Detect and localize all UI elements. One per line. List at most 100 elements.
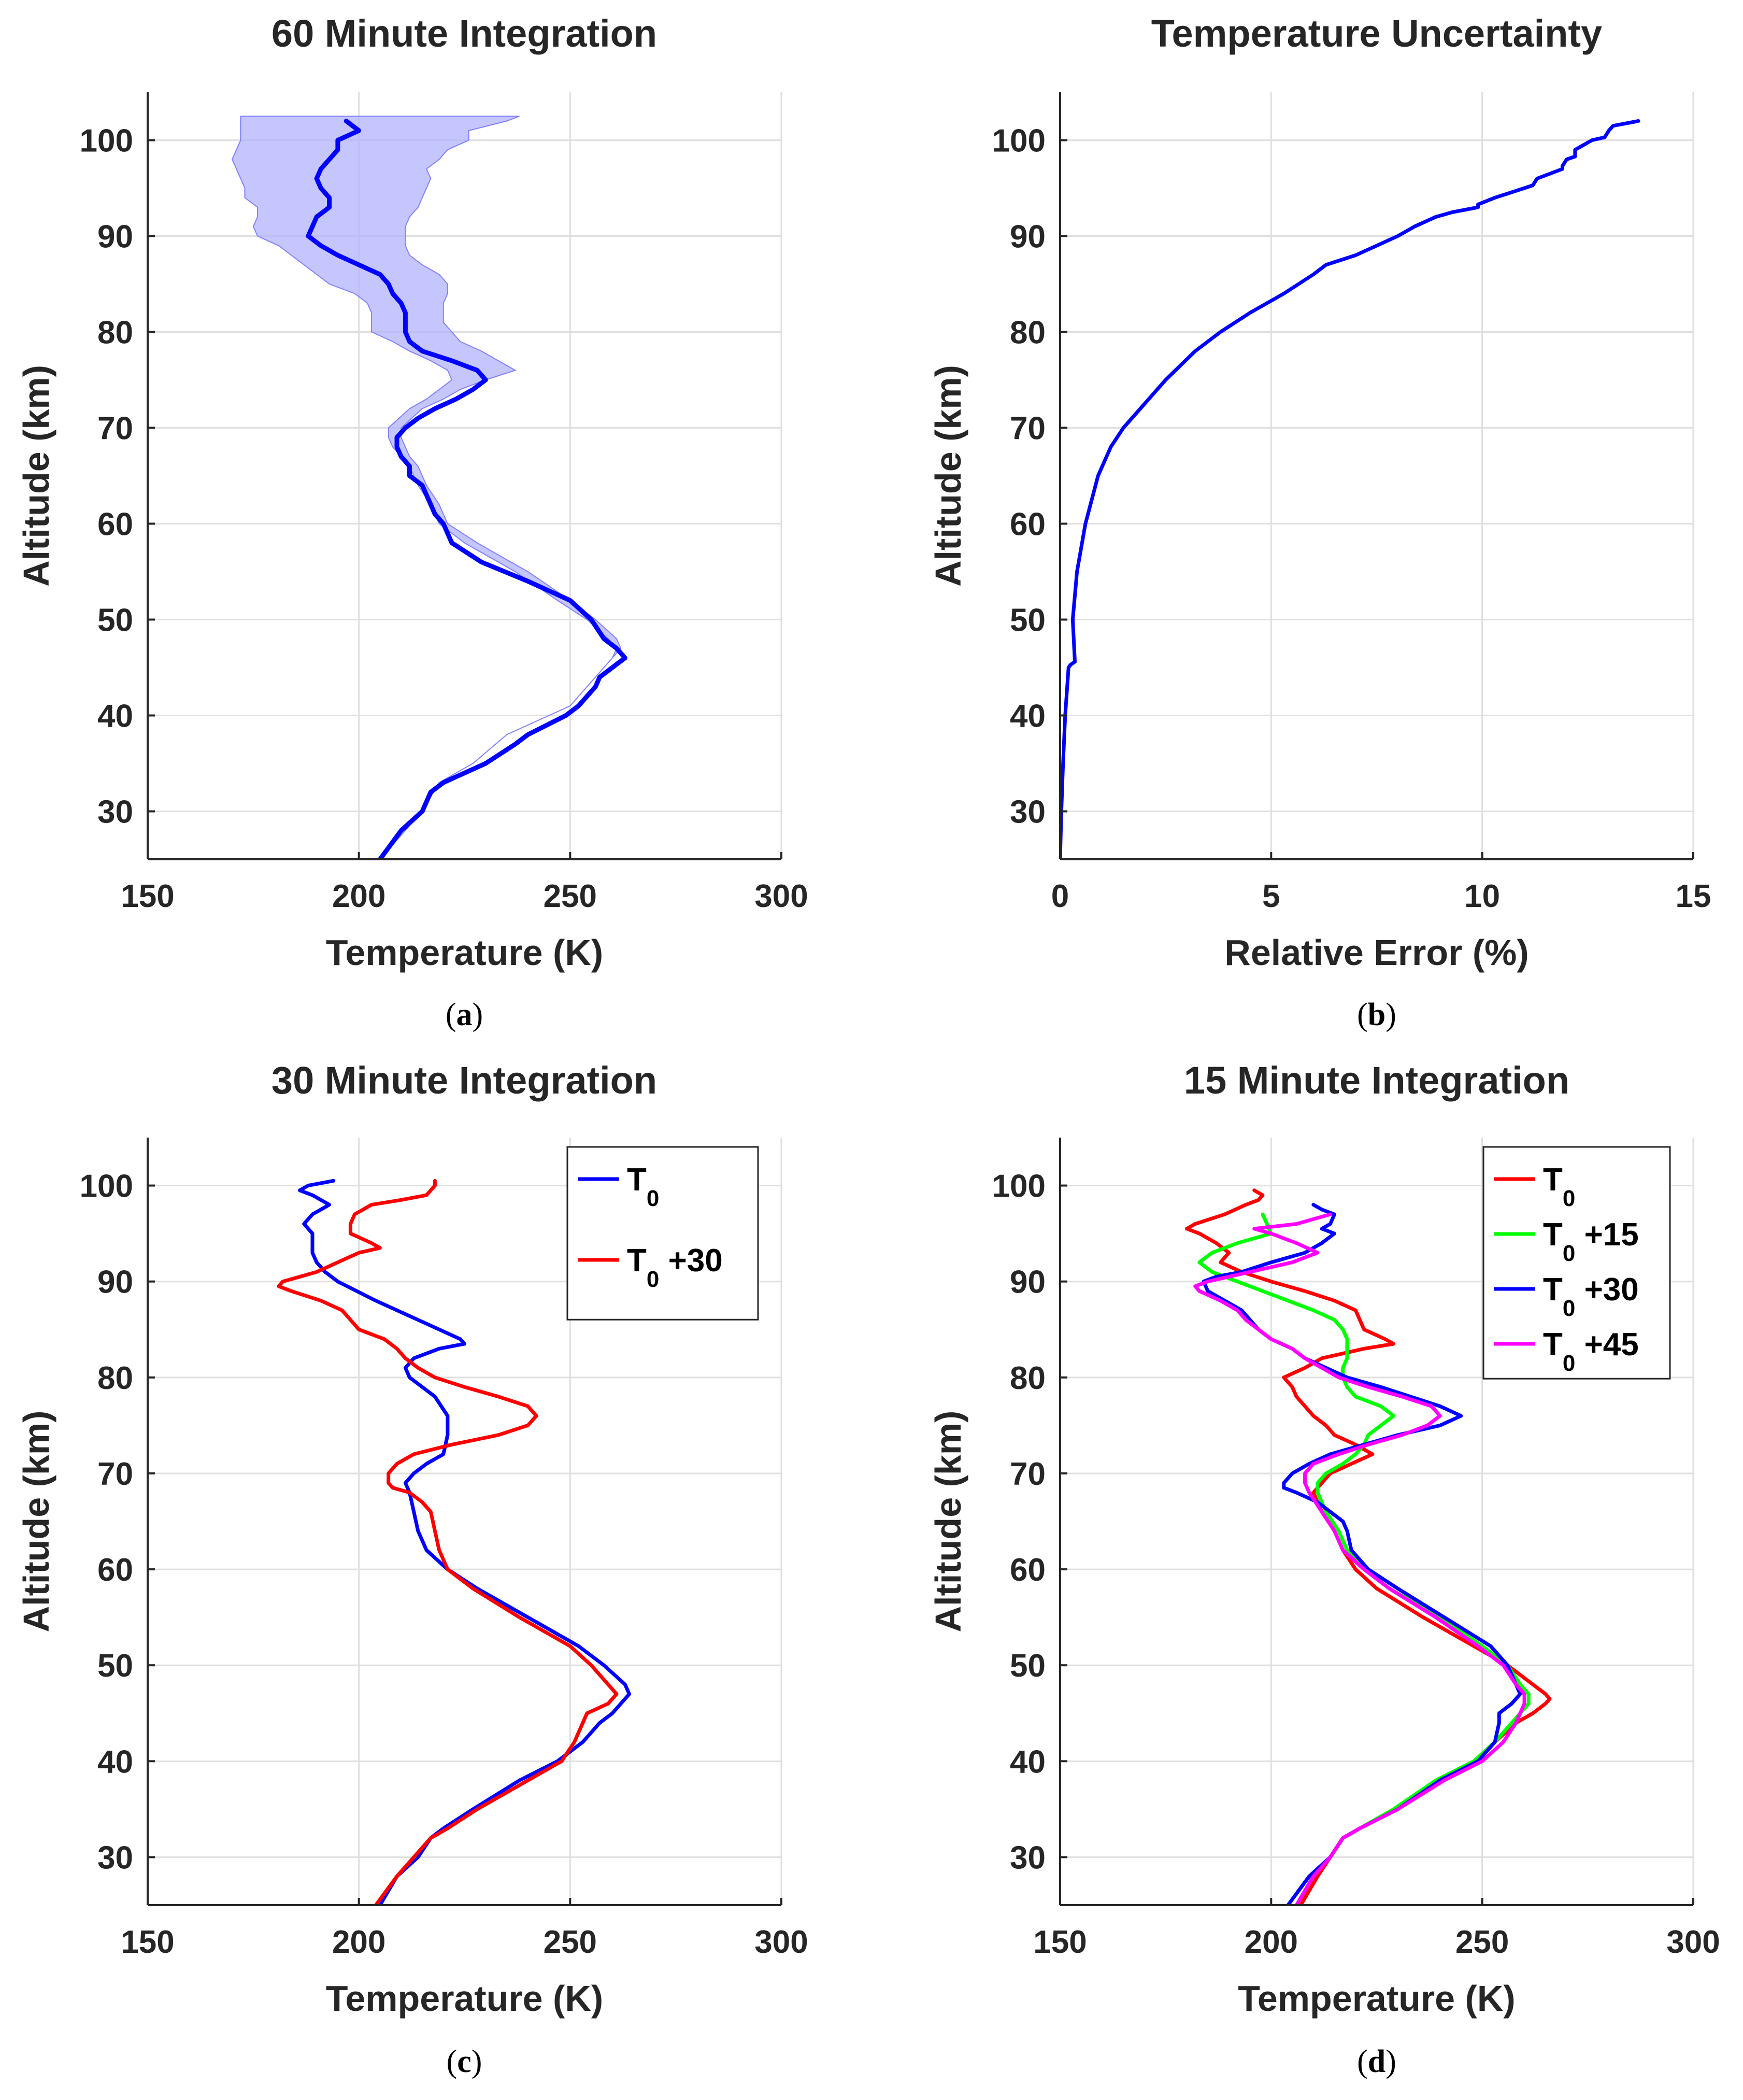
x-tick-label: 10 [1464, 878, 1500, 914]
x-tick-label: 150 [121, 1924, 174, 1960]
x-tick-label: 250 [544, 878, 597, 914]
legend-label: T0 +30 [627, 1243, 723, 1292]
y-axis-label: Altitude (km) [16, 365, 56, 587]
y-tick-label: 50 [97, 603, 133, 638]
panel-a: 150 200 250 300 30 40 50 60 70 80 90 100 60 Minute I… [16, 12, 808, 1032]
x-tick-label: 150 [1033, 1924, 1087, 1960]
x-tick-label: 300 [1666, 1924, 1720, 1960]
y-tick-label: 100 [992, 123, 1046, 159]
legend-entry: T0 +30 [1494, 1272, 1639, 1321]
caption-letter: b [1368, 997, 1385, 1032]
chart-title: 60 Minute Integration [272, 12, 657, 55]
series-line-red [1184, 1188, 1552, 1905]
y-tick-label: 90 [1010, 1265, 1046, 1300]
y-tick-label: 70 [97, 1456, 133, 1492]
plot-area [231, 116, 627, 859]
legend-label: T0 +15 [1543, 1217, 1639, 1266]
x-axis-label: Temperature (K) [326, 1978, 603, 2019]
gridlines [1059, 92, 1694, 859]
legend-label: T0 +45 [1543, 1327, 1639, 1376]
y-tick-label: 70 [1010, 411, 1046, 447]
chart-title: 30 Minute Integration [272, 1059, 657, 1102]
legend-label: T0 +30 [1543, 1272, 1639, 1321]
y-tick-label: 80 [1010, 1360, 1046, 1396]
y-tick-label: 50 [1010, 603, 1046, 638]
y-tick-label: 50 [1010, 1648, 1046, 1684]
y-tick-label: 30 [97, 1840, 133, 1876]
y-tick-label: 60 [97, 507, 133, 543]
panel-caption: (a) [446, 997, 483, 1032]
y-tick-label: 90 [97, 1265, 133, 1300]
x-tick-label: 300 [754, 878, 808, 914]
panel-b: 0 5 10 15 30 40 50 60 70 80 90 100 Temperature Uncer… [928, 12, 1711, 1032]
panel-d: 150 200 250 300 30 40 50 60 70 80 90 100 15 Minute I… [928, 1059, 1720, 2079]
x-tick-label: 15 [1676, 878, 1711, 914]
y-tick-label: 40 [97, 1744, 133, 1780]
plot-area [1060, 119, 1640, 859]
x-axis-label: Relative Error (%) [1224, 932, 1528, 973]
plot-area [277, 1179, 631, 1905]
y-tick-label: 90 [1010, 219, 1046, 255]
caption-letter: d [1368, 2044, 1385, 2079]
y-tick-label: 80 [1010, 315, 1046, 351]
x-axis-label: Temperature (K) [326, 932, 603, 973]
y-tick-label: 50 [97, 1648, 133, 1684]
y-tick-label: 60 [97, 1552, 133, 1588]
y-tick-label: 40 [97, 699, 133, 734]
chart-title: 15 Minute Integration [1184, 1059, 1569, 1102]
series-line-green [1197, 1212, 1531, 1905]
uncertainty-band [231, 116, 622, 859]
legend: T0 T0 +15 T0 +30 T0 +45 [1482, 1146, 1671, 1380]
y-tick-label: 40 [1010, 1744, 1046, 1780]
legend-box [1482, 1146, 1671, 1380]
y-axis-label: Altitude (km) [928, 365, 968, 587]
y-tick-label: 100 [992, 1169, 1046, 1204]
y-tick-label: 70 [97, 411, 133, 447]
y-tick-label: 100 [80, 1169, 133, 1204]
y-tick-label: 80 [97, 315, 133, 351]
y-tick-label: 40 [1010, 699, 1046, 734]
x-tick-label: 250 [544, 1924, 597, 1960]
x-tick-label: 300 [754, 1924, 808, 1960]
plot-area [1184, 1188, 1552, 1905]
series-line-blue [1202, 1203, 1522, 1905]
gridlines [147, 92, 782, 859]
panel-caption: (b) [1357, 997, 1396, 1032]
chart-title: Temperature Uncertainty [1151, 12, 1602, 55]
legend-entry: T0 +45 [1494, 1327, 1639, 1376]
series-line-blue [306, 119, 627, 859]
x-tick-label: 200 [332, 1924, 385, 1960]
legend-entry: T0 [1494, 1162, 1575, 1211]
panel-caption: (d) [1357, 2044, 1396, 2079]
x-tick-label: 0 [1051, 878, 1069, 914]
y-tick-label: 70 [1010, 1456, 1046, 1492]
series-line-magenta [1193, 1212, 1526, 1905]
x-tick-label: 150 [121, 878, 174, 914]
y-tick-label: 30 [1010, 1840, 1046, 1876]
x-tick-label: 250 [1455, 1924, 1509, 1960]
caption-letter: c [457, 2044, 472, 2079]
legend-label: T0 [627, 1162, 659, 1211]
caption-letter: a [456, 997, 473, 1032]
series-line-red [277, 1179, 619, 1905]
legend-box [566, 1146, 759, 1321]
series-line-blue [298, 1179, 631, 1905]
y-tick-label: 60 [1010, 507, 1046, 543]
y-tick-label: 80 [97, 1360, 133, 1396]
legend-entry: T0 +15 [1494, 1217, 1639, 1266]
y-tick-label: 60 [1010, 1552, 1046, 1588]
x-tick-label: 200 [1245, 1924, 1298, 1960]
y-tick-label: 30 [1010, 794, 1046, 830]
series-line-blue [1060, 119, 1640, 859]
y-tick-label: 90 [97, 219, 133, 255]
panel-c: 150 200 250 300 30 40 50 60 70 80 90 100 30 Minute I… [16, 1059, 808, 2079]
panel-caption: (c) [447, 2044, 482, 2079]
legend-label: T0 [1543, 1162, 1575, 1211]
y-tick-label: 100 [80, 123, 133, 159]
x-axis-label: Temperature (K) [1238, 1978, 1515, 2019]
x-tick-label: 200 [332, 878, 385, 914]
legend: T0 T0 +30 [566, 1146, 759, 1321]
legend-entry: T0 [578, 1162, 659, 1211]
y-tick-label: 30 [97, 794, 133, 830]
